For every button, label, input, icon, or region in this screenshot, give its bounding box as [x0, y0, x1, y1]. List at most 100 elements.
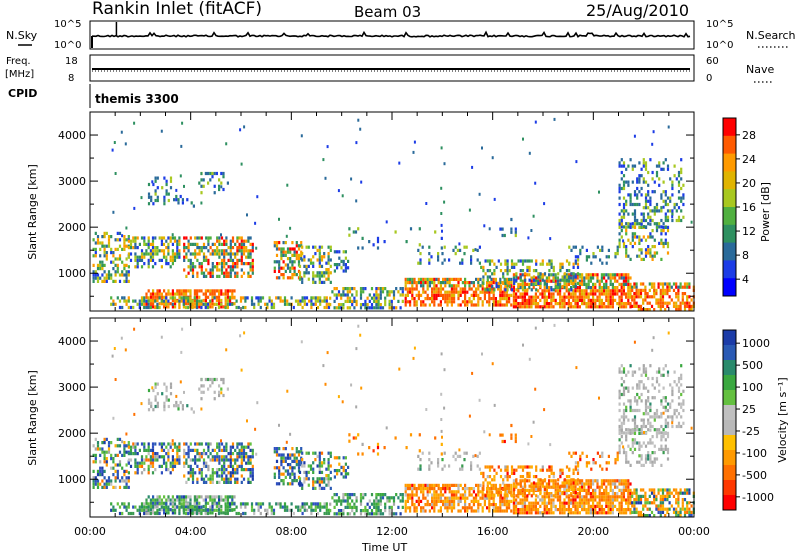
- power-cell: [635, 282, 638, 286]
- velocity-cell: [280, 463, 283, 467]
- velocity-cell: [490, 496, 493, 500]
- power-cell: [642, 206, 645, 210]
- power-cell: [149, 252, 152, 256]
- power-cell: [112, 279, 115, 283]
- power-cell: [688, 308, 691, 312]
- velocity-cell: [607, 498, 610, 502]
- velocity-cell: [112, 466, 115, 470]
- power-cell: [680, 186, 683, 191]
- velocity-cell: [147, 452, 150, 456]
- power-cell: [679, 282, 682, 286]
- velocity-cell: [444, 496, 447, 500]
- power-cell: [532, 298, 535, 302]
- power-cell: [379, 306, 382, 310]
- power-cell: [196, 246, 199, 250]
- power-cell: [455, 290, 458, 294]
- power-cell: [568, 269, 571, 273]
- power-cell: [249, 265, 252, 269]
- velocity-cell: [167, 448, 170, 452]
- velocity-cell: [581, 504, 584, 508]
- power-cell: [140, 258, 144, 262]
- power-cell: [683, 301, 687, 305]
- velocity-cell: [152, 388, 155, 393]
- power-cell: [167, 292, 170, 296]
- power-cell: [319, 296, 322, 300]
- velocity-cell: [178, 501, 181, 505]
- power-cell: [488, 288, 492, 292]
- velocity-cell: [250, 505, 254, 509]
- velocity-cell: [136, 464, 139, 468]
- velocity-cell: [563, 501, 566, 505]
- power-cell: [475, 293, 478, 297]
- velocity-cell: [622, 492, 625, 496]
- velocity-cell: [375, 509, 378, 513]
- power-cell: [163, 176, 166, 180]
- velocity-cell: [409, 509, 412, 513]
- power-cell: [156, 305, 159, 310]
- velocity-cell: [333, 493, 336, 497]
- power-cell: [291, 273, 294, 277]
- power-cell: [200, 249, 203, 253]
- power-cell: [110, 247, 113, 251]
- power-cell: [550, 273, 553, 277]
- velocity-cell: [556, 485, 559, 489]
- velocity-cell: [125, 463, 128, 467]
- power-cell: [640, 225, 643, 229]
- power-cell: [220, 181, 223, 185]
- velocity-cell: [211, 377, 214, 382]
- velocity-cell: [567, 485, 570, 489]
- velocity-cell: [457, 490, 460, 494]
- power-cell: [482, 269, 485, 273]
- power-cell: [653, 285, 656, 289]
- velocity-cell: [156, 382, 159, 386]
- velocity-cell: [140, 442, 144, 446]
- velocity-cell: [581, 488, 584, 492]
- power-cell: [611, 286, 614, 290]
- velocity-cell: [337, 509, 341, 513]
- velocity-cell: [433, 503, 436, 507]
- power-cell: [158, 289, 161, 293]
- velocity-cell: [404, 487, 407, 491]
- velocity-cell: [194, 461, 197, 465]
- power-cell: [189, 236, 192, 240]
- power-cell: [620, 286, 623, 290]
- power-cell: [565, 286, 568, 290]
- power-cell: [234, 271, 237, 275]
- power-cell: [165, 292, 168, 296]
- velocity-cell: [242, 445, 246, 449]
- velocity-cell: [278, 453, 281, 457]
- power-cell: [223, 271, 226, 275]
- power-cell: [123, 279, 126, 283]
- velocity-cell: [251, 474, 254, 478]
- velocity-cell: [147, 471, 150, 475]
- power-cell: [614, 289, 617, 293]
- velocity-cell: [327, 464, 330, 468]
- power-cell: [174, 305, 177, 309]
- power-cell: [625, 254, 628, 258]
- power-cell: [517, 302, 520, 306]
- velocity-cell: [635, 507, 638, 511]
- velocity-cell: [464, 496, 467, 500]
- velocity-cell: [169, 382, 173, 386]
- velocity-cell: [505, 506, 508, 510]
- power-cell: [517, 282, 520, 286]
- power-cell: [651, 257, 654, 261]
- velocity-cell: [140, 455, 144, 459]
- power-cell: [181, 201, 184, 205]
- velocity-cell: [348, 512, 352, 516]
- power-cell: [570, 276, 573, 280]
- velocity-cell: [404, 499, 407, 503]
- velocity-cell: [431, 493, 434, 497]
- power-cell: [314, 274, 317, 278]
- velocity-cell: [318, 470, 321, 474]
- velocity-cell: [147, 511, 150, 516]
- power-cell: [686, 295, 689, 299]
- power-cell: [205, 246, 208, 250]
- velocity-cell: [112, 457, 115, 461]
- power-cell: [631, 304, 634, 308]
- power-cell: [556, 276, 559, 280]
- power-cell: [213, 191, 216, 195]
- power-cell: [207, 181, 210, 185]
- velocity-cell: [379, 496, 382, 500]
- power-cell: [655, 301, 658, 305]
